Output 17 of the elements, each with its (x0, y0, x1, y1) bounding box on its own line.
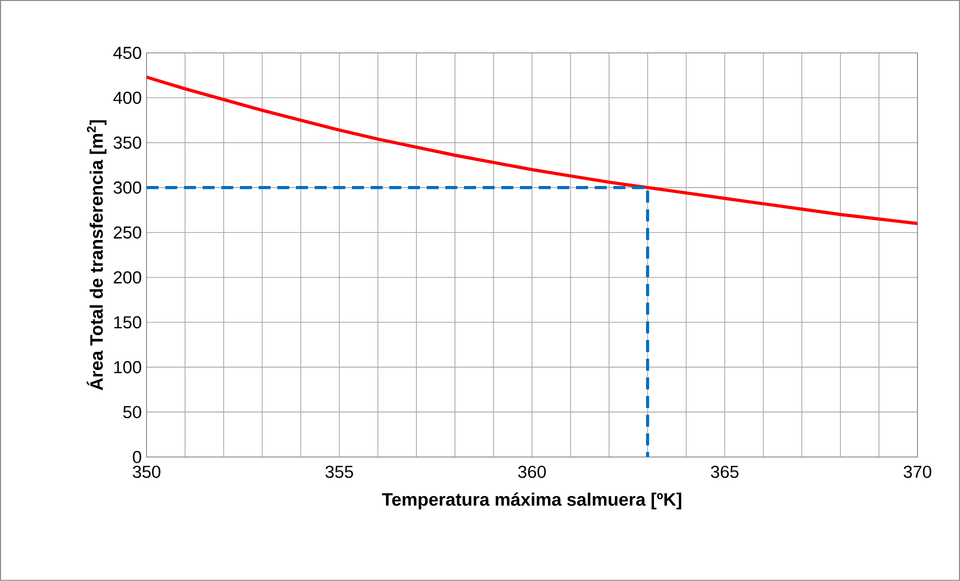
y-tick-label: 350 (114, 136, 142, 149)
x-axis-title: Temperatura máxima salmuera [ºK] (382, 492, 682, 510)
y-tick-label: 50 (123, 406, 142, 418)
x-tick-label: 365 (710, 466, 738, 478)
x-tick-label: 370 (904, 466, 932, 478)
y-tick-label: 100 (114, 361, 142, 374)
x-tick-label: 355 (326, 466, 354, 478)
y-tick-label: 250 (114, 226, 142, 239)
y-tick-label: 200 (114, 271, 142, 284)
y-tick-label: 400 (113, 92, 142, 104)
y-axis-title: Área Total de transferencia [m$^{2}$] (86, 120, 106, 390)
x-tick-label: 350 (132, 466, 160, 478)
x-tick-label: 360 (518, 466, 546, 478)
y-tick-label: 450 (113, 46, 142, 60)
y-tick-label: 150 (114, 316, 142, 328)
y-tick-label: 0 (132, 450, 142, 464)
y-tick-label: 300 (114, 181, 142, 194)
